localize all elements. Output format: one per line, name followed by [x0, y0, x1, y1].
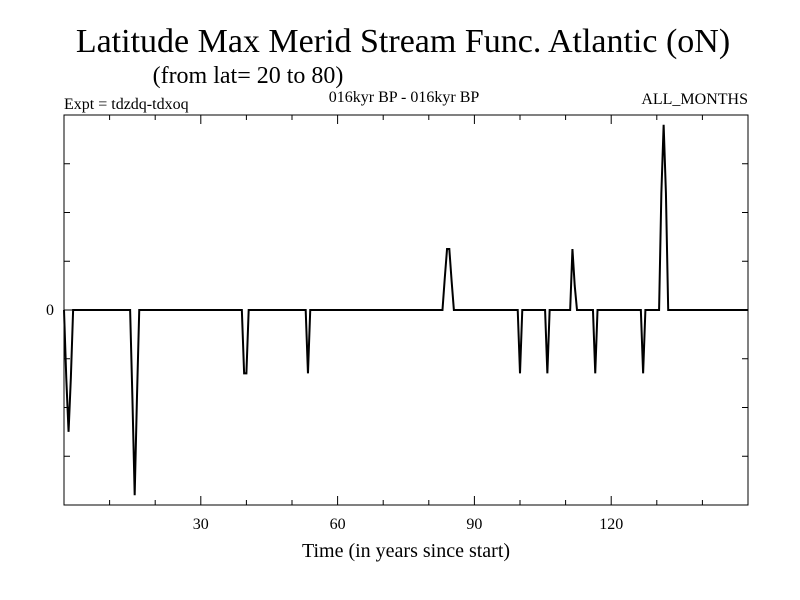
period-label: 016kyr BP - 016kyr BP: [329, 89, 480, 106]
x-tick-label: 120: [599, 516, 623, 533]
x-axis-label: Time (in years since start): [302, 540, 510, 562]
x-axis-ticks: [109, 115, 703, 505]
experiment-label: Expt = tdzdq-tdxoq: [64, 96, 189, 113]
x-tick-label: 60: [330, 516, 346, 533]
x-axis-tick-labels: 30 60 90 120: [193, 516, 623, 533]
y-axis-tick-labels: 0: [46, 302, 54, 319]
x-tick-label: 90: [466, 516, 482, 533]
y-tick-label: 0: [46, 302, 54, 319]
x-tick-label: 30: [193, 516, 209, 533]
chart-subtitle: (from lat= 20 to 80): [153, 63, 344, 89]
series-line: [63, 124, 748, 496]
months-label: ALL_MONTHS: [641, 91, 748, 108]
chart-title: Latitude Max Merid Stream Func. Atlantic…: [76, 23, 730, 60]
